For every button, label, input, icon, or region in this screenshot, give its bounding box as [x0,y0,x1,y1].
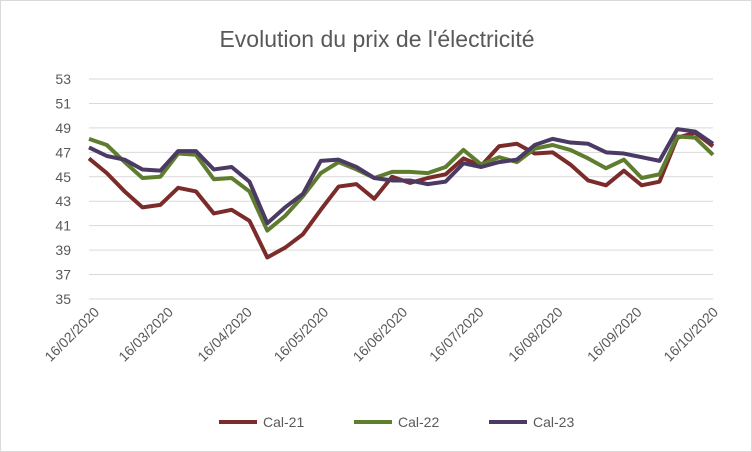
y-tick-label: 45 [55,169,71,185]
x-tick-label: 16/08/2020 [505,304,566,365]
chart-title: Evolution du prix de l'électricité [219,26,534,52]
x-tick-label: 16/09/2020 [584,304,645,365]
y-tick-label: 47 [55,144,71,160]
x-tick-label: 16/02/2020 [41,304,102,365]
legend-label: Cal-21 [263,414,304,430]
legend-label: Cal-22 [398,414,439,430]
x-tick-label: 16/07/2020 [426,304,487,365]
legend-label: Cal-23 [533,414,574,430]
x-tick-label: 16/06/2020 [350,304,411,365]
x-tick-label: 16/05/2020 [271,304,332,365]
y-tick-label: 49 [55,120,71,136]
x-tick-label: 16/04/2020 [194,304,255,365]
y-tick-label: 51 [55,95,71,111]
y-tick-label: 39 [55,242,71,258]
x-tick-label: 16/03/2020 [115,304,176,365]
y-tick-label: 43 [55,193,71,209]
y-tick-label: 35 [55,291,71,307]
y-tick-label: 53 [55,71,71,87]
y-tick-label: 41 [55,218,71,234]
x-tick-label: 16/10/2020 [660,304,721,365]
series-line-cal-22 [88,134,715,233]
series-line-cal-23 [88,127,715,226]
y-tick-label: 37 [55,267,71,283]
